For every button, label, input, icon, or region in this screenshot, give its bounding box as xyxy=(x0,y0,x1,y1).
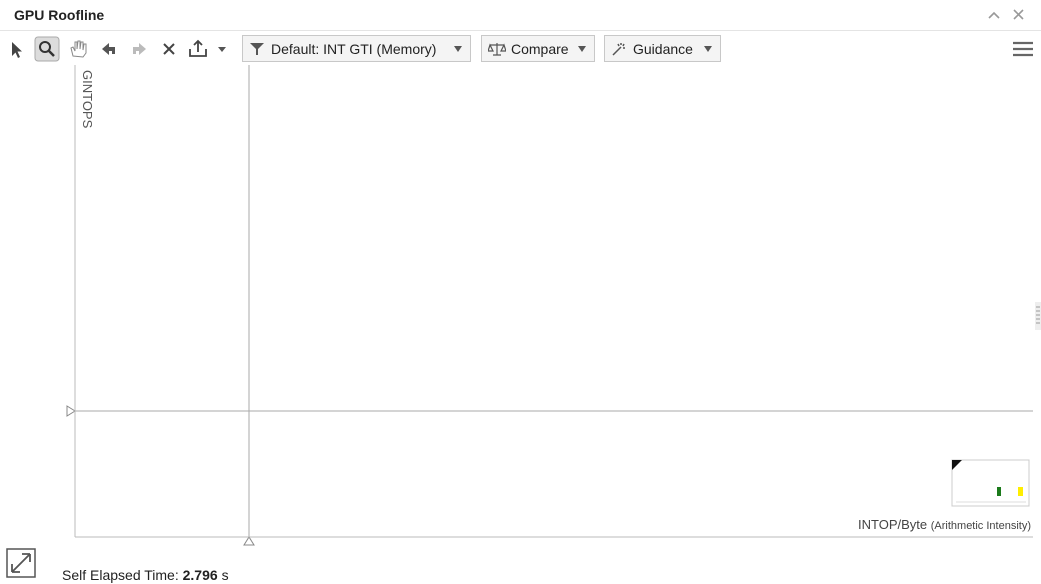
cursor-v-handle[interactable] xyxy=(243,536,255,546)
export-button[interactable] xyxy=(189,39,207,57)
reset-button[interactable] xyxy=(163,43,175,55)
zoom-icon xyxy=(39,41,51,53)
minimap[interactable] xyxy=(951,459,1030,507)
filter-icon xyxy=(250,42,264,55)
back-button[interactable] xyxy=(102,43,115,55)
x-axis-label: INTOP/Byte (Arithmetic Intensity) xyxy=(858,517,1031,532)
footer-label: Self Elapsed Time: xyxy=(62,567,179,583)
collapse-button[interactable] xyxy=(988,11,1000,19)
compare-label: Compare xyxy=(511,40,569,57)
tool-icons xyxy=(12,36,226,62)
footer-unit: s xyxy=(221,567,229,583)
window-controls xyxy=(988,9,1024,20)
forward-button[interactable] xyxy=(133,43,146,55)
footer: Self Elapsed Time: 2.796 s xyxy=(62,567,229,583)
x-axis-label-main: INTOP/Byte xyxy=(858,517,927,532)
zoom-icon-handle xyxy=(48,50,55,57)
y-axis-label: GINTOPS xyxy=(80,70,95,129)
guidance-icon xyxy=(612,42,625,56)
compare-button[interactable]: Compare xyxy=(481,35,595,62)
title-bar: GPU Roofline xyxy=(0,0,1041,31)
menu-button[interactable] xyxy=(1012,40,1034,58)
cursor-h-handle[interactable] xyxy=(66,405,76,417)
select-tool[interactable] xyxy=(12,42,22,58)
filter-button[interactable]: Default: INT GTI (Memory) xyxy=(242,35,471,62)
x-axis-label-note: (Arithmetic Intensity) xyxy=(931,520,1031,532)
footer-value: 2.796 xyxy=(182,567,218,583)
filter-label: Default: INT GTI (Memory) xyxy=(271,40,437,57)
expand-button[interactable] xyxy=(6,548,36,578)
panel-title: GPU Roofline xyxy=(14,7,105,23)
compare-icon xyxy=(488,42,506,56)
close-button[interactable] xyxy=(1013,9,1024,20)
pan-tool[interactable] xyxy=(70,40,87,58)
scroll-grip[interactable] xyxy=(1035,302,1041,330)
export-dropdown[interactable] xyxy=(218,47,226,52)
guidance-label: Guidance xyxy=(633,40,693,57)
guidance-button[interactable]: Guidance xyxy=(604,35,721,62)
